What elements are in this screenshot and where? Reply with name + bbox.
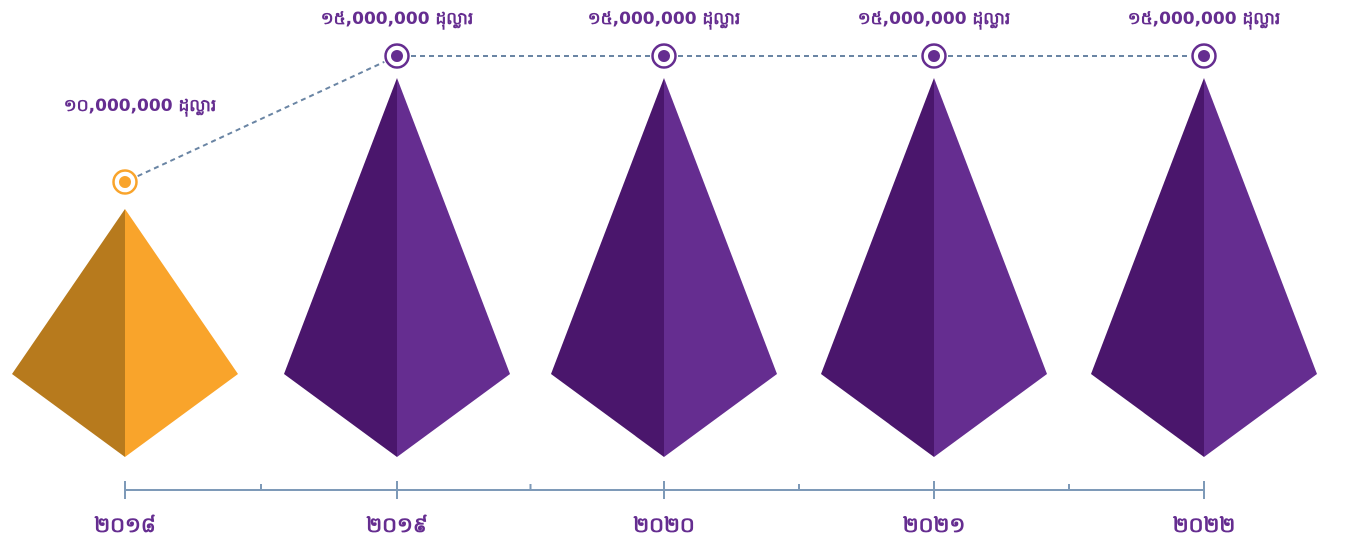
- year-label-layer: ២០១៨ ២០១៩ ២០២០ ២០២១ ២០២២: [94, 513, 1235, 537]
- pyramid-២០១៨: [12, 209, 238, 457]
- year-label: ២០១៩: [366, 513, 428, 537]
- marker-layer: [112, 43, 1217, 195]
- pyramid-២០២១: [821, 78, 1047, 457]
- pyramid-right-face: [934, 78, 1047, 457]
- pyramid-right-face: [125, 209, 238, 457]
- pyramid-left-face: [551, 78, 664, 457]
- pyramid-right-face: [397, 78, 510, 457]
- value-marker: [921, 43, 947, 69]
- value-marker: [112, 169, 138, 195]
- connector-layer: [137, 55, 1190, 178]
- pyramid-២០១៩: [284, 78, 510, 457]
- x-axis: [124, 481, 1205, 499]
- year-label: ២០២០: [633, 513, 695, 537]
- value-marker: [1191, 43, 1217, 69]
- value-label: ១៥,000,000 ដុល្លារ: [858, 9, 1010, 30]
- value-label: ១៥,000,000 ដុល្លារ: [321, 9, 473, 30]
- pyramid-២០២២: [1091, 78, 1317, 457]
- year-label: ២០២១: [903, 513, 966, 537]
- pyramid-២០២០: [551, 78, 777, 457]
- pyramid-right-face: [664, 78, 777, 457]
- value-label: ១៥,000,000 ដុល្លារ: [1128, 9, 1280, 30]
- pyramid-left-face: [1091, 78, 1204, 457]
- connector-segment: [137, 60, 385, 178]
- year-label: ២០២២: [1173, 513, 1236, 537]
- value-label: ១០,000,000 ដុល្លារ: [64, 96, 216, 117]
- pyramid-right-face: [1204, 78, 1317, 457]
- pyramid-layer: [12, 78, 1317, 457]
- value-marker: [651, 43, 677, 69]
- value-label-layer: ១០,000,000 ដុល្លារ ១៥,000,000 ដុល្លារ ១៥,0…: [64, 9, 1280, 117]
- pyramid-left-face: [284, 78, 397, 457]
- value-marker: [384, 43, 410, 69]
- pyramid-left-face: [821, 78, 934, 457]
- pyramid-left-face: [12, 209, 125, 457]
- year-label: ២០១៨: [94, 513, 156, 537]
- value-label: ១៥,000,000 ដុល្លារ: [588, 9, 740, 30]
